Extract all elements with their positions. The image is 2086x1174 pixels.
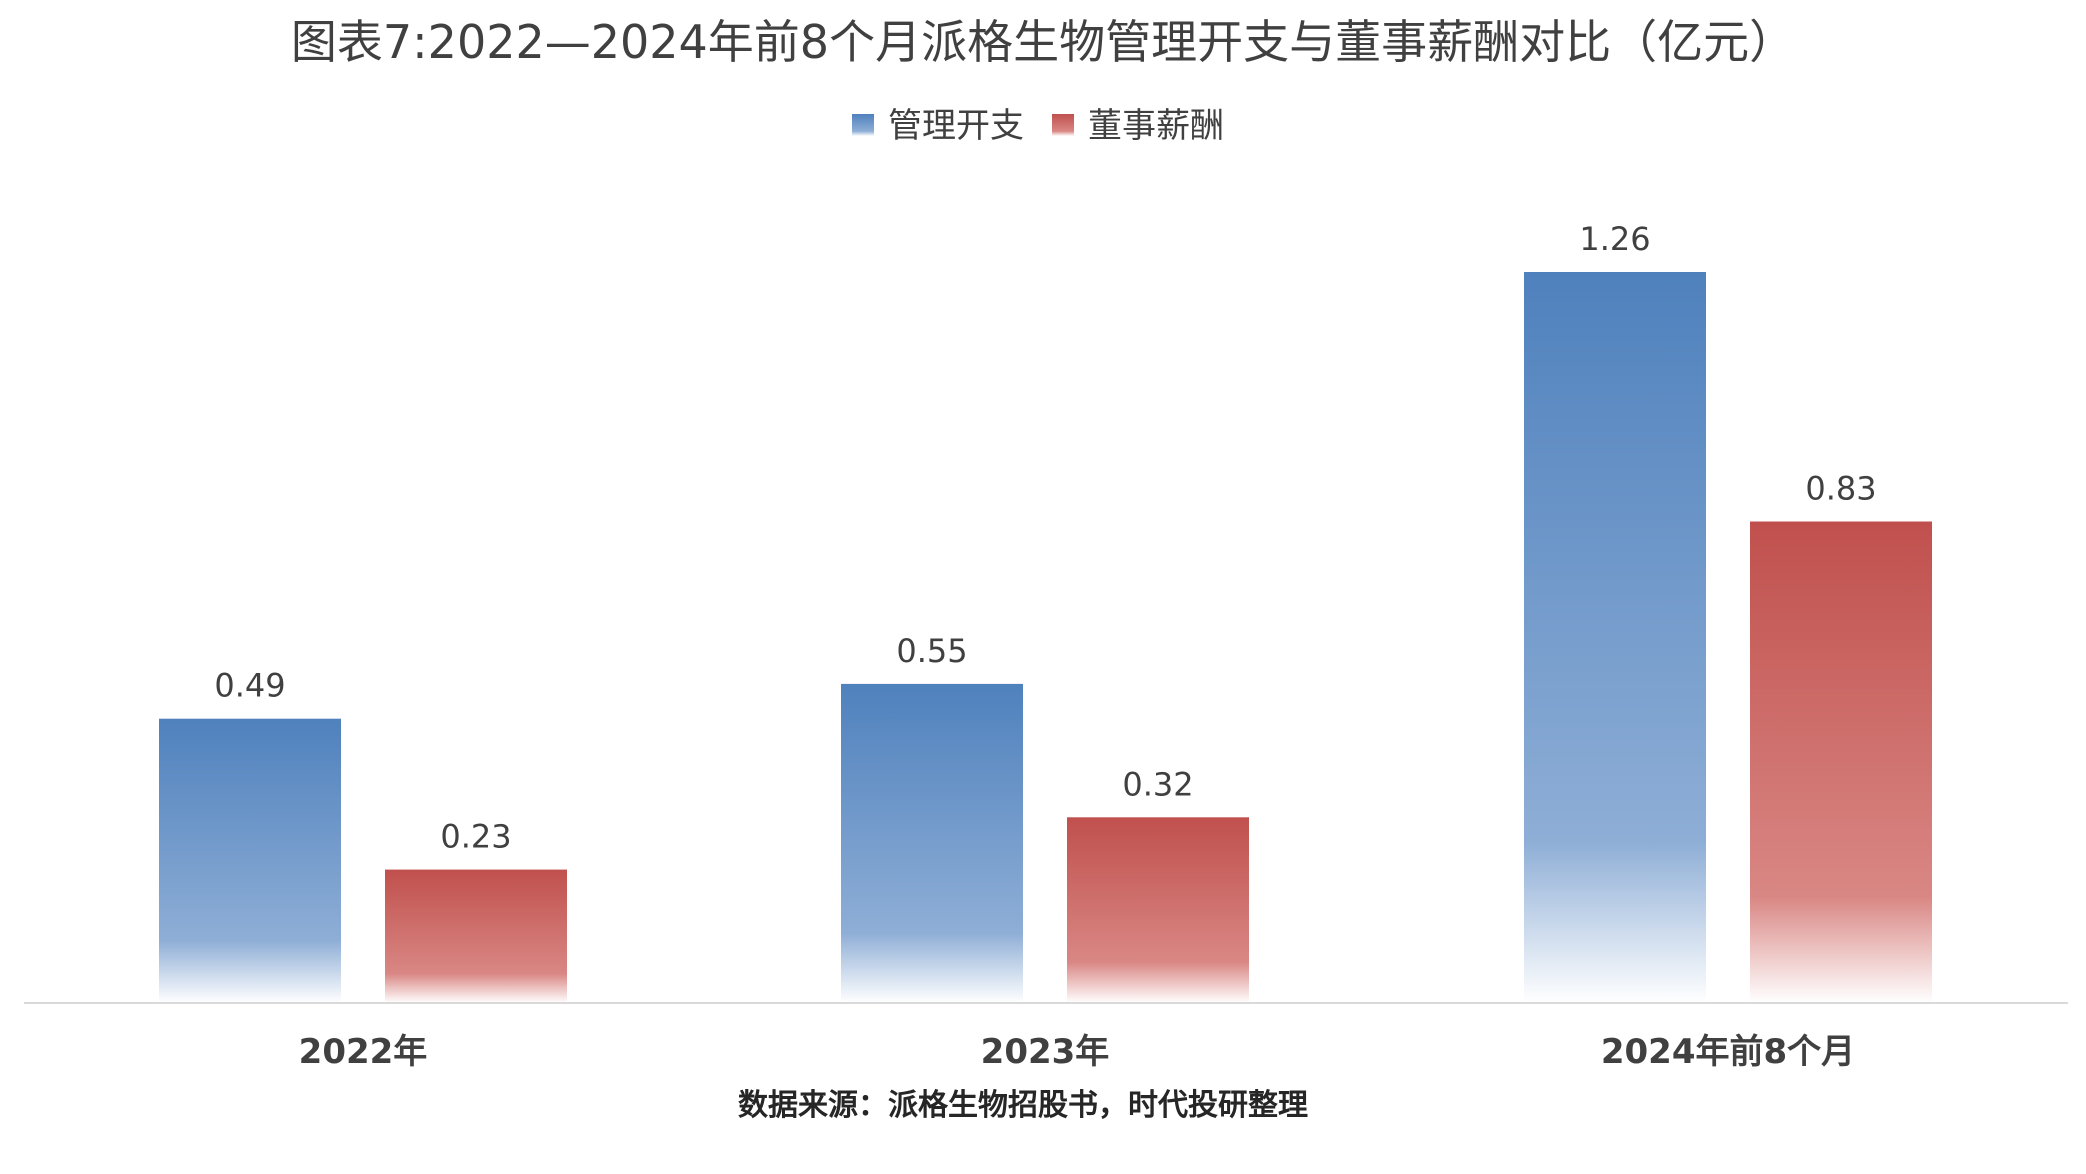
value-label-management-2: 1.26 xyxy=(1579,220,1650,258)
value-label-management-1: 0.55 xyxy=(896,632,967,670)
bar-management-1 xyxy=(841,683,1023,1003)
category-label-2: 2024年前8个月 xyxy=(1601,1032,1855,1072)
legend-label-director-pay: 董事薪酬 xyxy=(1088,106,1224,146)
bars xyxy=(159,272,1932,1003)
source-note: 数据来源：派格生物招股书，时代投研整理 xyxy=(738,1088,1308,1123)
value-label-director-pay-2: 0.83 xyxy=(1805,470,1876,508)
legend: 管理开支 董事薪酬 xyxy=(852,106,1224,146)
value-label-management-0: 0.49 xyxy=(214,667,285,705)
category-label-1: 2023年 xyxy=(981,1032,1110,1072)
bar-management-2 xyxy=(1524,272,1706,1003)
value-label-director-pay-1: 0.32 xyxy=(1122,765,1193,803)
bar-director-pay-0 xyxy=(385,869,567,1003)
value-labels: 0.49 0.55 1.26 0.23 0.32 0.83 xyxy=(214,220,1876,856)
legend-swatch-management xyxy=(852,114,874,136)
legend-swatch-director-pay xyxy=(1052,114,1074,136)
chart-title: 图表7:2022—2024年前8个月派格生物管理开支与董事薪酬对比（亿元） xyxy=(291,15,1795,69)
bar-management-0 xyxy=(159,718,341,1003)
category-label-0: 2022年 xyxy=(299,1032,428,1072)
bar-director-pay-2 xyxy=(1750,521,1932,1003)
bar-director-pay-1 xyxy=(1067,817,1249,1003)
legend-label-management: 管理开支 xyxy=(888,106,1024,146)
value-label-director-pay-0: 0.23 xyxy=(440,818,511,856)
category-labels: 2022年 2023年 2024年前8个月 xyxy=(299,1032,1855,1072)
